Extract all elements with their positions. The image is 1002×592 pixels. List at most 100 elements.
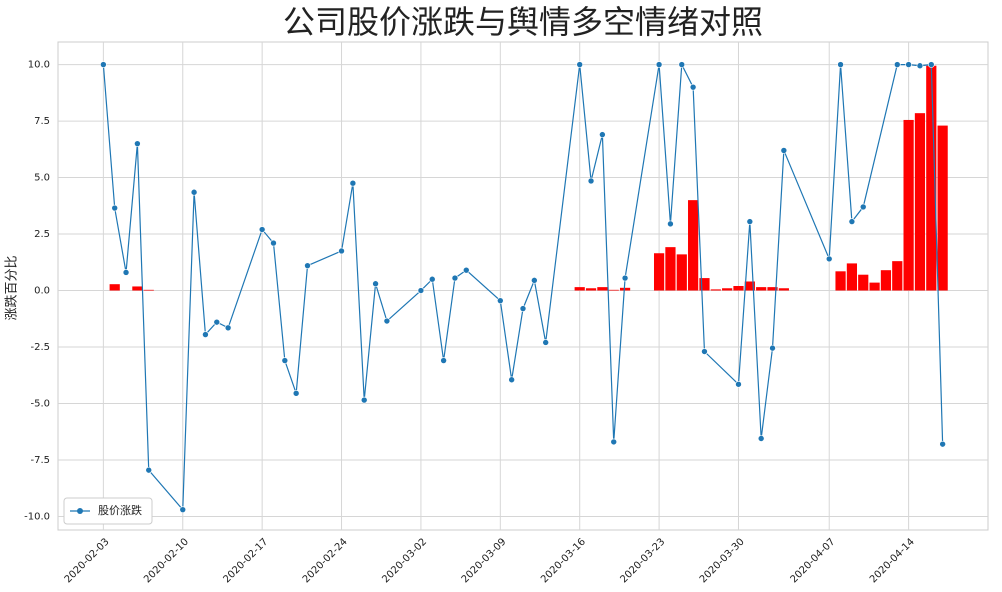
y-tick-label: -5.0	[30, 398, 50, 409]
bar	[619, 287, 631, 291]
bar	[869, 282, 880, 291]
point	[372, 280, 379, 288]
point	[825, 255, 833, 263]
point	[270, 239, 277, 247]
bar	[143, 289, 154, 291]
y-tick-label: -7.5	[30, 455, 50, 466]
point	[100, 61, 107, 68]
point	[610, 438, 618, 446]
point	[655, 61, 663, 68]
point	[848, 218, 856, 225]
point	[531, 277, 538, 284]
point	[338, 247, 345, 255]
point	[213, 318, 221, 326]
point	[837, 61, 844, 68]
y-tick-label: 0.0	[34, 286, 50, 297]
bar	[858, 274, 869, 291]
y-tick-label: 10.0	[28, 60, 50, 71]
bar	[778, 288, 789, 291]
point	[746, 218, 754, 225]
point	[905, 61, 912, 68]
point	[122, 269, 130, 276]
bar	[665, 247, 676, 291]
legend-box	[63, 497, 153, 525]
point	[497, 297, 504, 304]
point	[304, 262, 311, 269]
bar	[756, 287, 767, 291]
bar	[767, 287, 778, 291]
point	[224, 324, 232, 332]
bar	[835, 271, 846, 291]
bar	[926, 65, 937, 291]
bar	[597, 287, 608, 291]
point	[735, 380, 742, 388]
point	[281, 357, 289, 364]
point	[927, 61, 935, 68]
point	[621, 274, 629, 282]
bar	[937, 125, 948, 291]
point	[190, 188, 198, 196]
point	[508, 376, 515, 384]
bar	[722, 288, 733, 291]
point	[542, 339, 549, 346]
bar	[608, 289, 619, 291]
point	[587, 177, 595, 185]
point	[349, 179, 357, 187]
bar	[688, 200, 699, 291]
y-tick-label: 7.5	[34, 116, 50, 127]
point	[383, 317, 391, 325]
point	[769, 344, 776, 352]
bar	[846, 263, 858, 291]
point	[179, 506, 187, 513]
point	[519, 305, 527, 312]
point	[893, 61, 901, 68]
point	[689, 83, 697, 91]
bar	[880, 270, 892, 291]
point	[145, 466, 153, 474]
bar	[653, 253, 665, 291]
point	[428, 275, 436, 283]
point	[757, 435, 765, 442]
chart-title: 公司股价涨跌与舆情多空情绪对照	[283, 3, 763, 41]
point	[111, 204, 119, 212]
plot-area	[57, 41, 989, 531]
point	[258, 226, 266, 233]
point	[360, 396, 368, 404]
bar	[585, 288, 597, 291]
point	[462, 266, 470, 274]
point	[859, 203, 867, 211]
point	[916, 62, 924, 70]
y-axis-label: 涨跌百分比	[4, 255, 20, 320]
bar	[676, 254, 687, 291]
y-tick-label: 2.5	[34, 229, 50, 240]
bar	[574, 287, 585, 291]
point	[667, 220, 674, 228]
point	[701, 348, 708, 355]
bar	[109, 284, 120, 291]
point	[451, 274, 459, 282]
point	[417, 287, 425, 294]
legend-label: 股价涨跌	[98, 503, 142, 517]
bar	[892, 261, 903, 291]
bar	[744, 281, 755, 291]
point	[202, 331, 209, 338]
point	[134, 140, 141, 147]
point	[576, 61, 584, 68]
y-tick-label: 5.0	[34, 173, 50, 184]
point	[292, 390, 300, 397]
legend-marker	[77, 508, 83, 514]
point	[939, 440, 946, 448]
y-tick-label: -2.5	[30, 342, 50, 353]
point	[780, 147, 788, 154]
bar	[710, 289, 721, 291]
bar	[914, 113, 926, 291]
y-tick-label: -10.0	[24, 511, 50, 522]
bar	[699, 278, 710, 291]
point	[599, 131, 606, 138]
point	[678, 61, 686, 68]
bar	[903, 119, 914, 291]
point	[440, 357, 447, 364]
bar	[132, 286, 143, 291]
